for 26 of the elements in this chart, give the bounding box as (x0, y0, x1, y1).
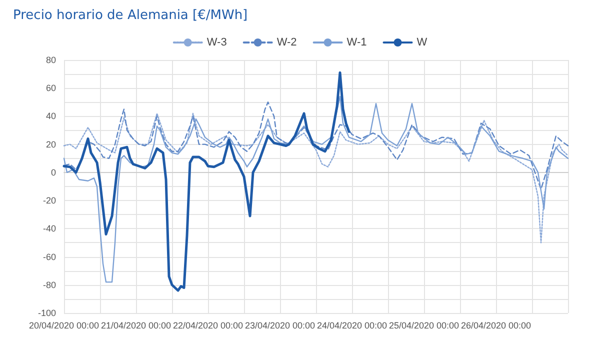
x-tick-label: 26/04/2020 00:00 (460, 320, 532, 330)
y-tick-label: 60 (46, 83, 56, 94)
chart-title: Precio horario de Alemania [€/MWh] (13, 8, 248, 23)
line-series (62, 71, 350, 292)
x-tick-label: 21/04/2020 00:00 (100, 320, 172, 330)
y-tick-label: -60 (42, 252, 56, 262)
y-tick-label: -80 (42, 280, 56, 290)
legend-label: W-1 (346, 36, 367, 48)
legend-label: W-3 (206, 36, 227, 48)
x-tick-label: 20/04/2020 00:00 (28, 320, 100, 330)
y-tick-label: -100 (38, 308, 56, 318)
line-series (63, 96, 569, 283)
legend-label: W (416, 36, 428, 48)
x-tick-label: 24/04/2020 00:00 (316, 320, 388, 330)
y-tick-label: -40 (42, 224, 56, 234)
y-tick-label: 80 (46, 55, 56, 65)
line-series (63, 102, 569, 190)
x-tick-label: 25/04/2020 00:00 (388, 320, 460, 330)
legend-label: W-2 (276, 36, 297, 48)
y-tick-label: 20 (46, 139, 56, 150)
x-tick-label: 23/04/2020 00:00 (244, 320, 316, 330)
y-tick-label: 0 (50, 167, 56, 178)
y-tick-label: 40 (46, 111, 56, 122)
line-series (63, 112, 569, 244)
x-tick-label: 22/04/2020 00:00 (172, 320, 244, 330)
y-tick-label: -20 (42, 196, 56, 206)
